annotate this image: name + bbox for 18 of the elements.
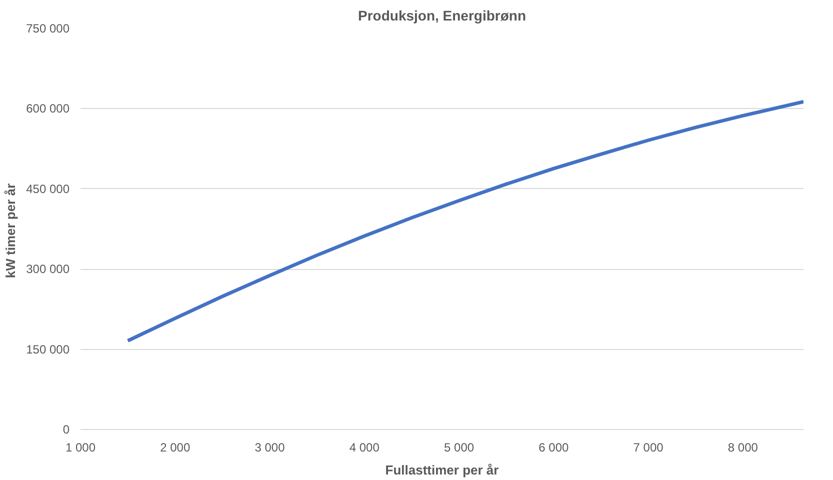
y-tick-label: 300 000	[26, 262, 70, 276]
x-tick-label: 5 000	[444, 440, 474, 454]
x-tick-label: 4 000	[349, 440, 380, 454]
y-tick-label: 450 000	[26, 182, 70, 196]
y-tick-label: 750 000	[26, 22, 70, 36]
x-tick-label: 1 000	[65, 440, 96, 454]
y-axis-title: kW timer per år	[3, 183, 18, 278]
x-tick-label: 6 000	[538, 440, 570, 454]
x-tick-label: 7 000	[633, 440, 664, 454]
y-tick-label: 600 000	[26, 102, 70, 116]
line-series	[126, 100, 804, 342]
chart-title: Produksjon, Energibrønn	[358, 8, 526, 24]
x-tick-label: 3 000	[254, 440, 286, 454]
y-tick-label: 150 000	[26, 342, 70, 356]
x-axis-title: Fullasttimer per år	[385, 462, 499, 478]
x-tick-label: 8 000	[728, 440, 758, 454]
y-tick-label: 0	[62, 422, 70, 436]
x-tick-label: 2 000	[160, 440, 190, 454]
